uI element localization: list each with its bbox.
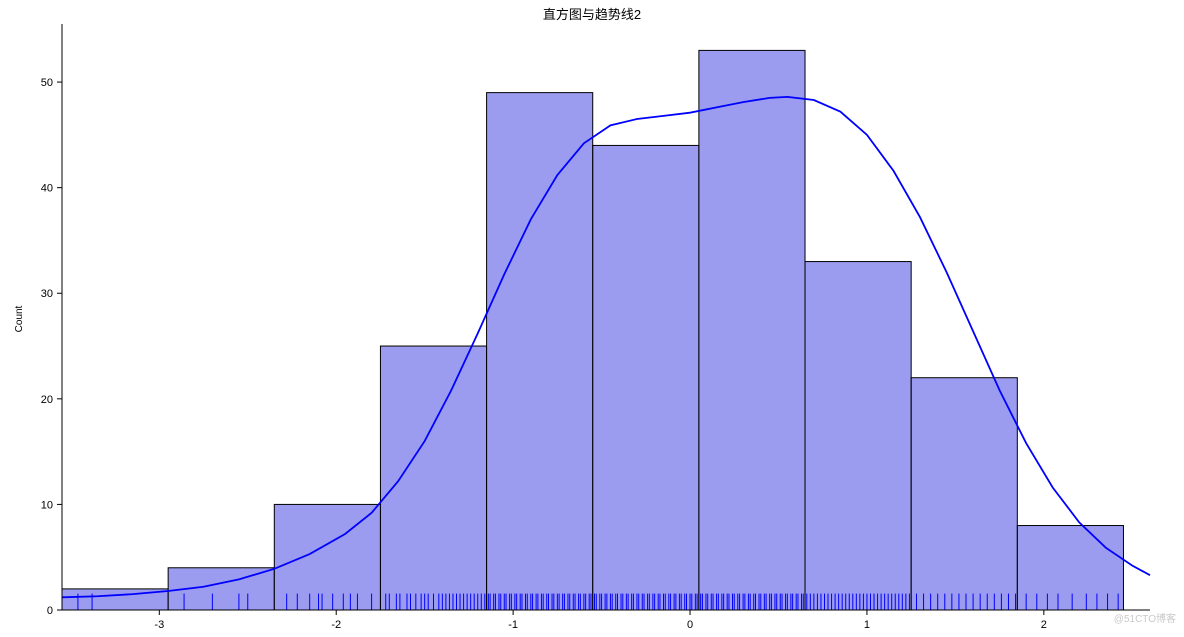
y-tick-label: 0 [47,605,53,617]
y-tick-label: 20 [41,394,53,406]
histogram-bar [487,93,593,610]
y-tick-label: 10 [41,499,53,511]
x-tick-label: 1 [864,619,870,631]
x-tick-label: 0 [687,619,693,631]
histogram-chart: 直方图与趋势线2 Count @51CTO博客 -3-2-10120102030… [0,0,1184,637]
x-tick-label: -3 [154,619,164,631]
histogram-bar [380,346,486,610]
y-tick-label: 50 [41,77,53,89]
y-tick-label: 40 [41,183,53,195]
histogram-bar [699,50,805,610]
x-tick-label: -2 [331,619,341,631]
y-tick-label: 30 [41,288,53,300]
histogram-bar [274,504,380,610]
histogram-bar [593,145,699,610]
histogram-bar [805,262,911,610]
plot-svg: -3-2-101201020304050 [0,0,1184,637]
x-tick-label: -1 [508,619,518,631]
x-tick-label: 2 [1041,619,1047,631]
histogram-bar [911,378,1017,610]
